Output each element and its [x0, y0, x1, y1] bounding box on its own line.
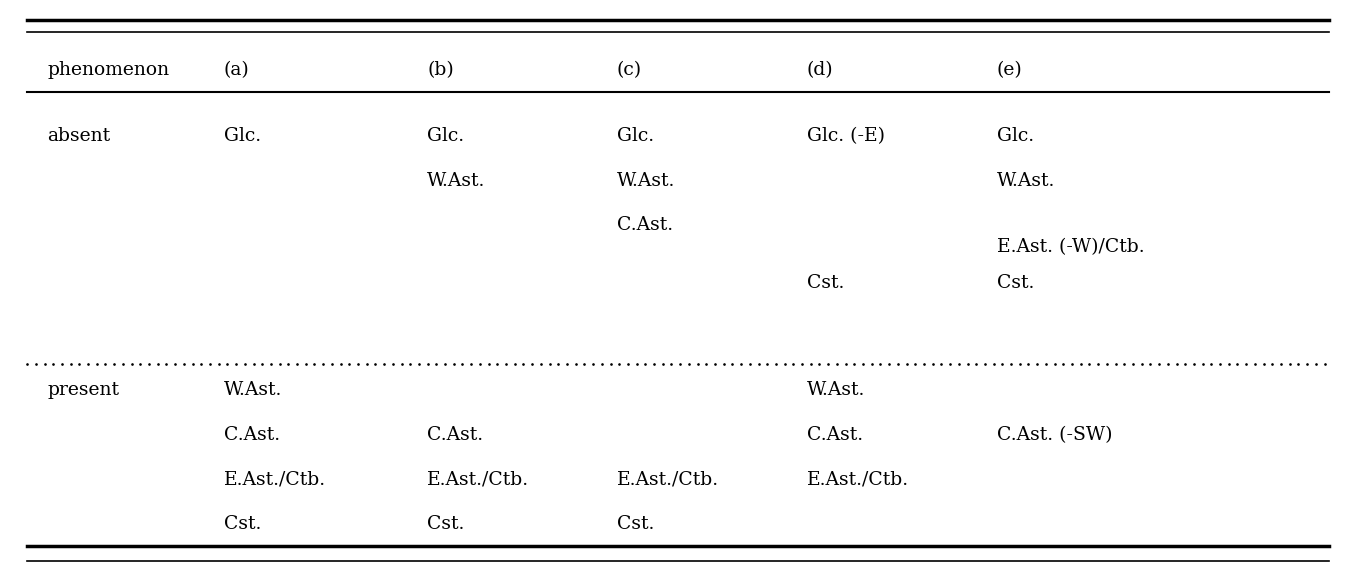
Text: W.Ast.: W.Ast.	[997, 172, 1055, 190]
Text: W.Ast.: W.Ast.	[427, 172, 485, 190]
Text: E.Ast. (-W)/Ctb.: E.Ast. (-W)/Ctb.	[997, 238, 1144, 257]
Text: (b): (b)	[427, 61, 454, 79]
Text: Glc.: Glc.	[997, 127, 1033, 145]
Text: E.Ast./Ctb.: E.Ast./Ctb.	[617, 470, 719, 488]
Text: Glc.: Glc.	[224, 127, 260, 145]
Text: E.Ast./Ctb.: E.Ast./Ctb.	[224, 470, 325, 488]
Text: C.Ast.: C.Ast.	[807, 426, 862, 444]
Text: Cst.: Cst.	[807, 274, 845, 292]
Text: Cst.: Cst.	[997, 274, 1035, 292]
Text: Cst.: Cst.	[617, 515, 655, 533]
Text: Cst.: Cst.	[224, 515, 262, 533]
Text: W.Ast.: W.Ast.	[224, 381, 282, 399]
Text: phenomenon: phenomenon	[47, 61, 170, 79]
Text: Cst.: Cst.	[427, 515, 465, 533]
Text: E.Ast./Ctb.: E.Ast./Ctb.	[427, 470, 529, 488]
Text: C.Ast. (-SW): C.Ast. (-SW)	[997, 426, 1112, 444]
Text: W.Ast.: W.Ast.	[807, 381, 865, 399]
Text: (a): (a)	[224, 61, 250, 79]
Text: (d): (d)	[807, 61, 834, 79]
Text: Glc. (-E): Glc. (-E)	[807, 127, 885, 145]
Text: W.Ast.: W.Ast.	[617, 172, 675, 190]
Text: absent: absent	[47, 127, 111, 145]
Text: (e): (e)	[997, 61, 1022, 79]
Text: (c): (c)	[617, 61, 643, 79]
Text: Glc.: Glc.	[617, 127, 654, 145]
Text: Glc.: Glc.	[427, 127, 464, 145]
Text: C.Ast.: C.Ast.	[224, 426, 279, 444]
Text: C.Ast.: C.Ast.	[617, 216, 673, 234]
Text: present: present	[47, 381, 119, 399]
Text: E.Ast./Ctb.: E.Ast./Ctb.	[807, 470, 909, 488]
Text: C.Ast.: C.Ast.	[427, 426, 483, 444]
